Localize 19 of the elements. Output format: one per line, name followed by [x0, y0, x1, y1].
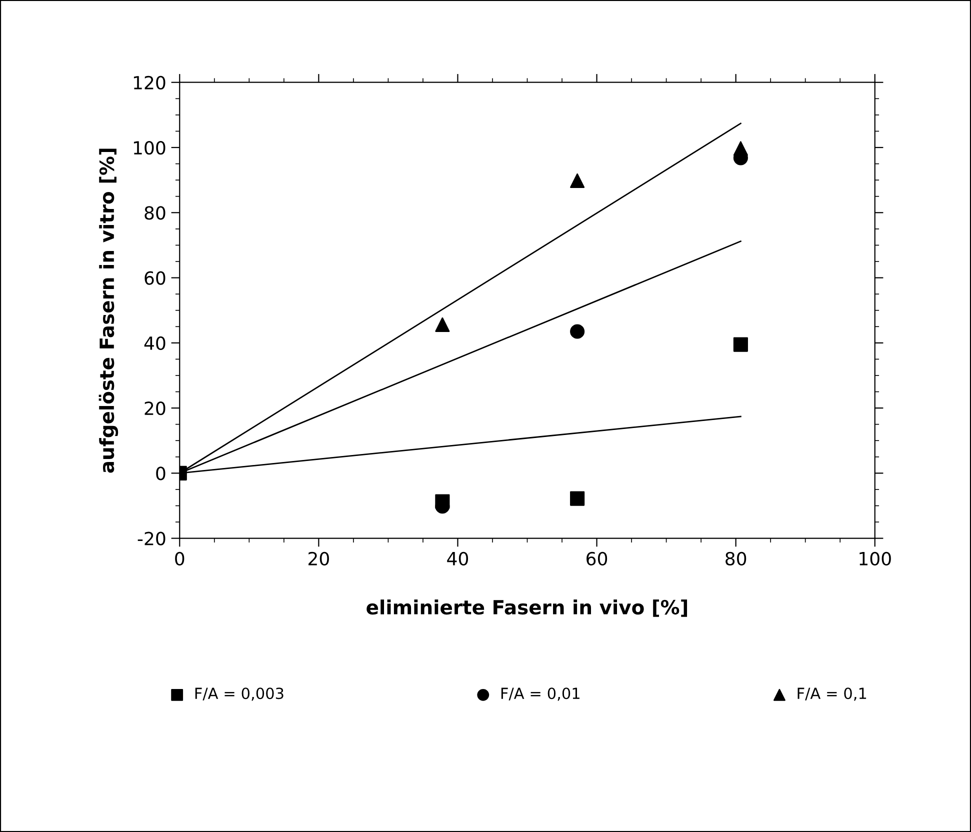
legend-label: F/A = 0,1 [798, 688, 866, 701]
y-tick-label: 100 [134, 140, 166, 155]
x-tick-label: 40 [447, 552, 468, 566]
y-tick-label: 60 [144, 271, 166, 285]
x-tick-label: 100 [860, 552, 891, 566]
x-tick-label: 60 [586, 552, 608, 566]
y-tick-label: 0 [156, 466, 166, 480]
x-tick-label: 20 [308, 552, 329, 566]
y-tick-label: 120 [134, 76, 166, 90]
x-axis-title: eliminierte Fasern in vivo [%] [366, 600, 688, 617]
y-tick-label: 20 [144, 401, 166, 416]
y-axis-title: aufgelöste Fasern in vitro [%] [98, 148, 118, 473]
x-tick-label: 80 [726, 552, 746, 566]
y-tick-label: 80 [144, 206, 166, 220]
y-tick-label: 40 [144, 336, 166, 350]
legend-label: F/A = 0,003 [195, 688, 284, 701]
x-tick-label: 0 [175, 552, 184, 566]
y-tick-label: -20 [138, 532, 166, 546]
legend-label: F/A = 0,01 [501, 688, 580, 701]
